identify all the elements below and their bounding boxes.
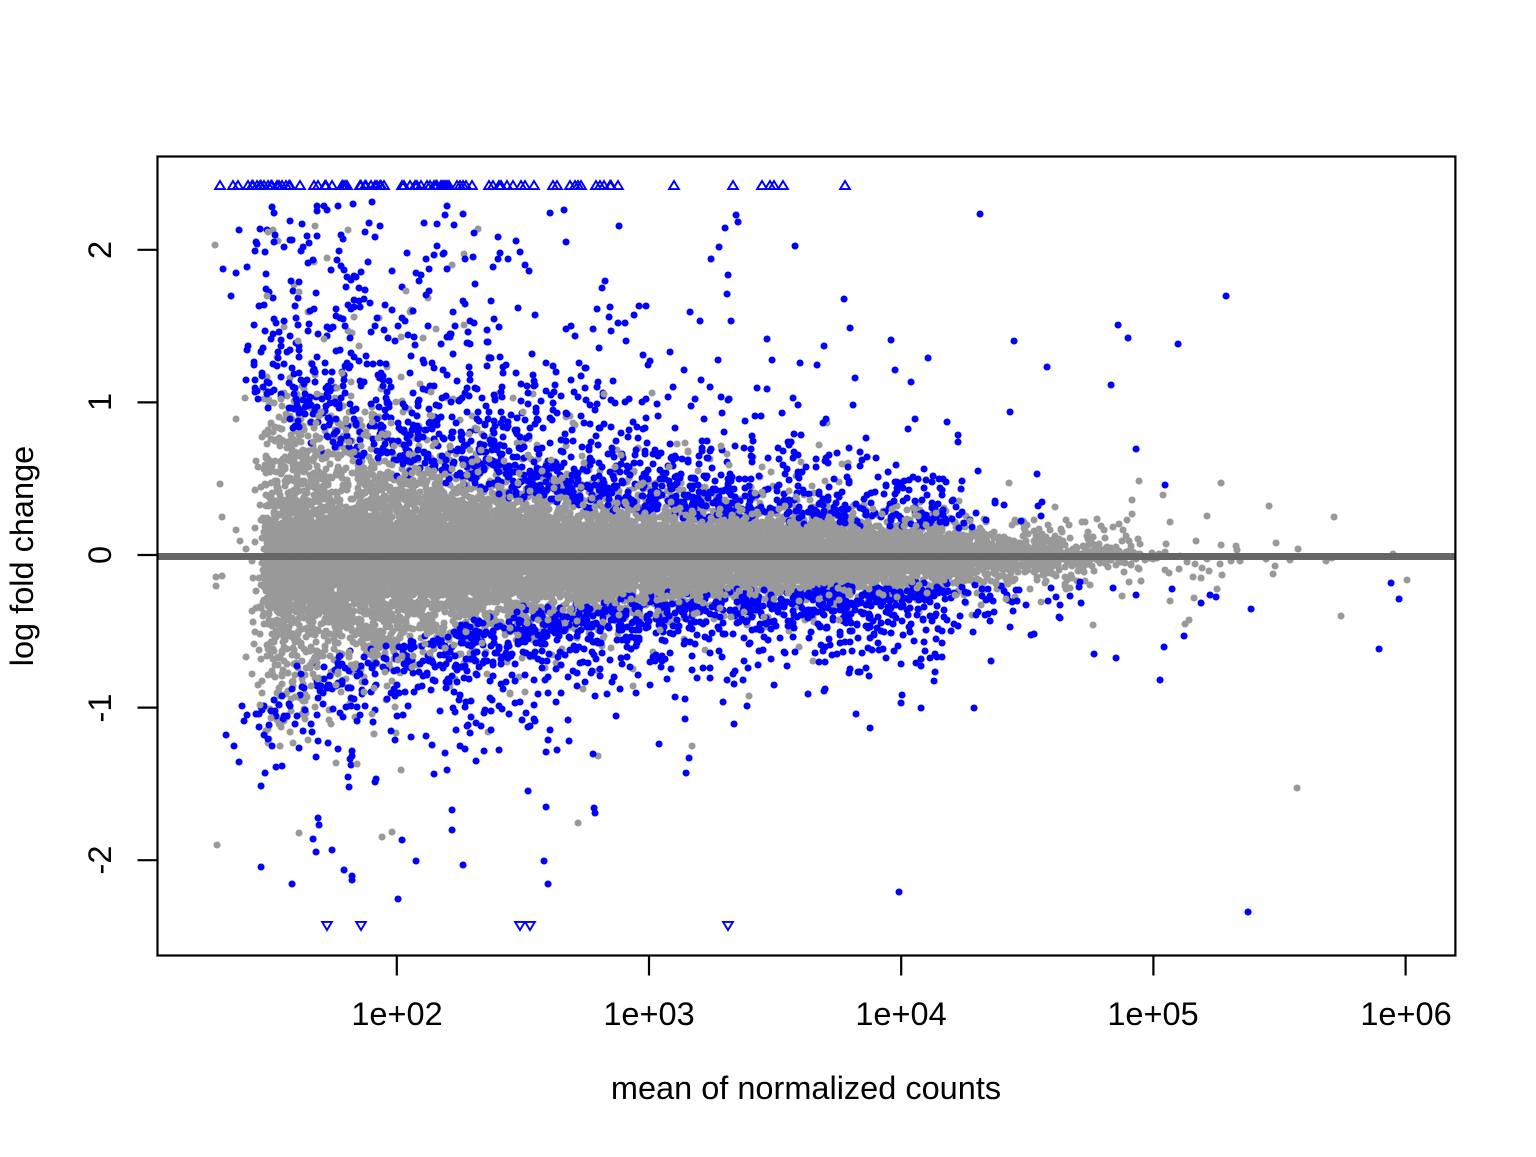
- svg-text:-1: -1: [82, 694, 118, 723]
- svg-text:1e+05: 1e+05: [1107, 996, 1198, 1032]
- svg-text:mean of normalized counts: mean of normalized counts: [611, 1070, 1001, 1106]
- svg-text:1e+03: 1e+03: [603, 996, 694, 1032]
- svg-text:1e+06: 1e+06: [1360, 996, 1451, 1032]
- svg-text:0: 0: [82, 546, 118, 564]
- svg-text:log fold change: log fold change: [4, 446, 40, 666]
- svg-text:1: 1: [82, 393, 118, 411]
- svg-text:-2: -2: [82, 846, 118, 875]
- svg-text:1e+02: 1e+02: [351, 996, 442, 1032]
- svg-text:1e+04: 1e+04: [855, 996, 946, 1032]
- svg-text:2: 2: [82, 241, 118, 259]
